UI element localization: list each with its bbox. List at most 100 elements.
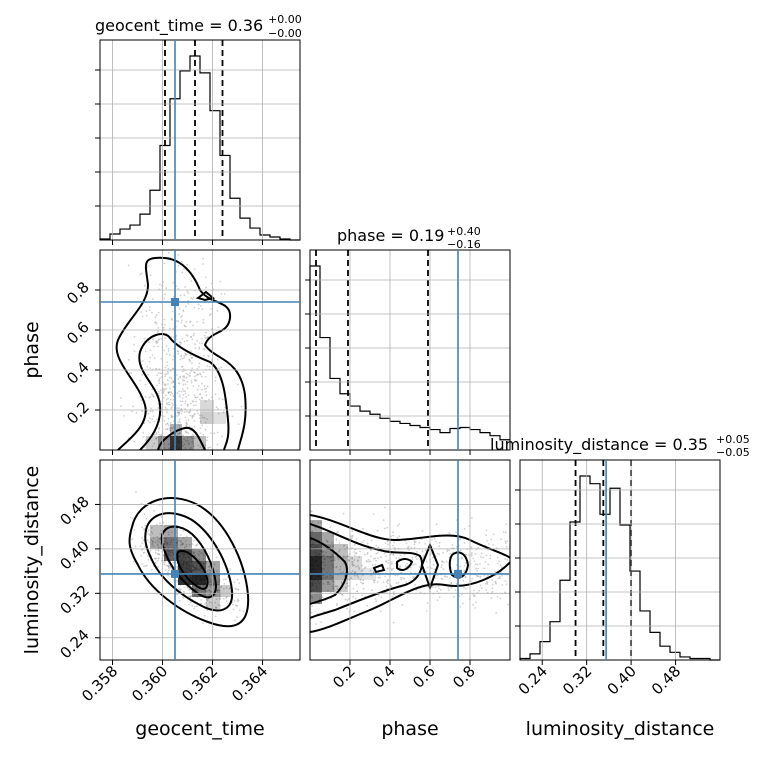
sample-point <box>192 404 195 407</box>
sample-point <box>163 446 166 449</box>
x-tick-label: 0.32 <box>559 662 595 698</box>
sample-point <box>141 563 144 565</box>
sample-point <box>179 432 182 435</box>
title-sup-phase: +0.40 <box>447 225 481 238</box>
sample-point <box>328 583 331 586</box>
sample-point <box>183 411 186 413</box>
sample-point <box>172 380 175 383</box>
sample-point <box>476 569 479 572</box>
sample-point <box>396 574 399 577</box>
sample-point <box>474 553 477 555</box>
sample-point <box>169 429 172 432</box>
sample-point <box>435 523 438 526</box>
sample-point <box>362 527 364 530</box>
sample-point <box>498 577 501 580</box>
sample-point <box>158 427 161 429</box>
sample-point <box>141 374 143 376</box>
sample-point <box>477 567 479 570</box>
sample-point <box>188 375 191 377</box>
sample-point <box>505 583 508 586</box>
sample-point <box>182 530 185 532</box>
sample-point <box>391 563 393 565</box>
sample-point <box>234 604 237 607</box>
sample-point <box>223 582 226 585</box>
sample-point <box>166 361 169 363</box>
sample-point <box>200 599 203 601</box>
sample-point <box>168 447 171 450</box>
sample-point <box>504 542 507 544</box>
sample-point <box>199 427 202 429</box>
sample-point <box>172 327 174 330</box>
sample-point <box>157 330 160 332</box>
sample-point <box>160 516 163 519</box>
sample-point <box>206 560 208 563</box>
sample-point <box>179 400 182 403</box>
sample-point <box>155 340 157 343</box>
sample-point <box>129 516 132 519</box>
sample-point <box>310 530 313 532</box>
sample-point <box>204 400 207 403</box>
sample-point <box>234 587 237 590</box>
sample-point <box>327 581 329 584</box>
sample-point <box>358 568 361 570</box>
sample-point <box>310 595 312 598</box>
sample-point <box>319 597 321 599</box>
sample-point <box>191 543 194 545</box>
sample-point <box>164 323 166 326</box>
sample-point <box>184 305 187 308</box>
sample-point <box>176 350 179 352</box>
sample-point <box>178 418 181 420</box>
sample-point <box>414 563 417 566</box>
sample-point <box>413 564 415 566</box>
sample-point <box>342 556 345 559</box>
sample-point <box>159 538 161 540</box>
sample-point <box>197 303 200 306</box>
sample-point <box>190 335 193 338</box>
sample-point <box>235 605 238 607</box>
sample-point <box>156 436 158 439</box>
sample-point <box>451 544 454 546</box>
sample-point <box>160 524 163 527</box>
sample-point <box>196 543 199 546</box>
sample-point <box>183 357 186 359</box>
sample-point <box>165 387 168 390</box>
histogram-phase <box>309 250 510 450</box>
sample-point <box>157 557 160 560</box>
sample-point <box>363 567 366 570</box>
sample-point <box>156 341 159 343</box>
sample-point <box>336 556 339 559</box>
sample-point <box>352 596 355 598</box>
sample-point <box>144 395 147 398</box>
sample-point <box>123 414 125 417</box>
y-tick-label: 0.8 <box>63 278 93 308</box>
sample-point <box>500 538 503 540</box>
sample-point <box>179 341 181 344</box>
sample-point <box>185 424 188 427</box>
sample-point <box>190 297 193 300</box>
sample-point <box>186 263 189 266</box>
sample-point <box>353 564 355 567</box>
sample-point <box>217 408 219 410</box>
sample-point <box>208 365 211 368</box>
sample-point <box>191 437 194 440</box>
sample-point <box>484 561 487 563</box>
sample-point <box>168 376 171 379</box>
sample-point <box>442 568 445 570</box>
sample-point <box>205 336 208 339</box>
sample-point <box>157 392 160 395</box>
sample-point <box>332 545 334 547</box>
sample-point <box>186 436 189 439</box>
sample-point <box>480 556 482 558</box>
sample-point <box>169 394 172 396</box>
sample-point <box>187 432 190 435</box>
sample-point <box>455 545 458 548</box>
sample-point <box>152 545 155 547</box>
sample-point <box>169 428 171 431</box>
sample-point <box>164 366 167 369</box>
sample-point <box>384 560 387 563</box>
sample-point <box>335 565 338 568</box>
sample-point <box>171 367 174 370</box>
sample-point <box>238 609 241 611</box>
sample-point <box>347 555 349 558</box>
sample-point <box>179 544 182 546</box>
